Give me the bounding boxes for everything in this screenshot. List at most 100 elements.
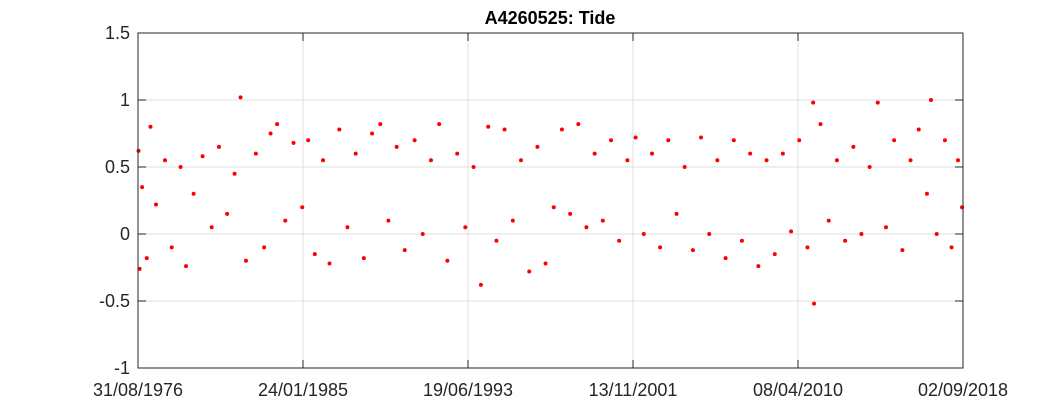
data-point <box>306 138 311 143</box>
plot-area-background <box>138 33 963 368</box>
data-point <box>584 225 589 230</box>
data-point <box>934 232 939 236</box>
data-point <box>428 158 433 163</box>
data-point <box>243 258 248 263</box>
data-point <box>262 245 267 250</box>
data-point <box>690 248 695 253</box>
x-tick-labels: 31/08/1976 24/01/1985 19/06/1993 13/11/2001… <box>93 380 1008 400</box>
data-point <box>772 252 777 257</box>
data-point <box>908 158 913 163</box>
data-point <box>455 151 460 156</box>
y-tick-label: 0 <box>120 224 130 244</box>
data-point <box>394 144 399 149</box>
data-point <box>892 138 897 143</box>
data-point <box>756 264 761 269</box>
y-tick-label: 1 <box>120 90 130 110</box>
data-point <box>209 225 214 230</box>
data-point <box>463 225 468 230</box>
data-point <box>649 151 654 156</box>
data-point <box>707 232 712 236</box>
data-point <box>216 144 221 149</box>
data-point <box>666 138 671 143</box>
data-point <box>510 218 515 223</box>
data-point <box>609 138 614 143</box>
data-point <box>715 158 720 163</box>
data-point <box>275 122 280 127</box>
data-point <box>682 165 687 169</box>
data-point <box>178 165 183 169</box>
data-point <box>843 238 848 243</box>
data-point <box>826 218 831 223</box>
data-point <box>232 171 237 176</box>
data-point <box>283 218 288 223</box>
data-point <box>136 148 141 153</box>
data-point <box>739 238 744 243</box>
data-point <box>764 158 769 163</box>
data-point <box>812 301 817 306</box>
data-point <box>900 248 905 253</box>
data-point <box>191 191 196 196</box>
data-point <box>748 151 753 156</box>
data-point <box>699 135 704 140</box>
data-point <box>353 151 358 156</box>
data-point <box>154 202 159 207</box>
data-point <box>225 211 230 216</box>
data-point <box>420 232 425 236</box>
data-point <box>780 151 785 156</box>
data-point <box>238 95 243 100</box>
data-point <box>370 131 375 136</box>
data-point <box>361 256 366 261</box>
x-tick-label: 02/09/2018 <box>918 380 1008 400</box>
data-point <box>327 261 332 266</box>
data-point <box>402 248 407 253</box>
data-point <box>527 269 532 274</box>
axis-ticks <box>137 32 964 369</box>
data-point <box>140 185 145 190</box>
data-point <box>949 245 954 250</box>
x-tick-label: 13/11/2001 <box>589 380 678 400</box>
data-point <box>834 158 839 163</box>
data-point <box>378 122 383 127</box>
data-point <box>731 138 736 143</box>
data-point <box>576 122 581 127</box>
data-point <box>253 151 258 156</box>
y-tick-label: -1 <box>114 358 130 378</box>
data-point <box>867 165 872 169</box>
data-point <box>312 252 317 257</box>
data-point <box>955 158 960 163</box>
data-point <box>412 138 417 143</box>
data-point <box>518 158 523 163</box>
data-point <box>851 144 856 149</box>
data-point <box>184 264 189 269</box>
data-point <box>321 158 326 163</box>
data-point <box>437 122 442 127</box>
data-point <box>883 225 888 230</box>
data-point <box>148 124 153 129</box>
data-point <box>625 158 630 163</box>
data-point <box>486 124 491 129</box>
data-point <box>592 151 597 156</box>
data-point <box>543 261 548 266</box>
data-point <box>942 138 947 143</box>
data-point <box>723 256 728 261</box>
data-point <box>502 127 507 132</box>
x-tick-label: 31/08/1976 <box>93 380 183 400</box>
data-point <box>875 100 880 105</box>
data-point <box>494 238 499 243</box>
data-point <box>162 158 167 163</box>
data-point <box>471 165 476 169</box>
data-point <box>300 205 305 210</box>
y-tick-label: 0.5 <box>105 157 130 177</box>
data-point <box>633 135 638 140</box>
data-point <box>600 218 605 223</box>
y-tick-label: -0.5 <box>99 291 130 311</box>
data-point <box>568 211 573 216</box>
data-point <box>169 245 174 250</box>
data-point <box>144 256 149 261</box>
data-point <box>445 258 450 263</box>
data-point <box>337 127 342 132</box>
data-point <box>137 266 142 271</box>
plot-frame <box>137 32 964 369</box>
data-point <box>916 127 921 132</box>
